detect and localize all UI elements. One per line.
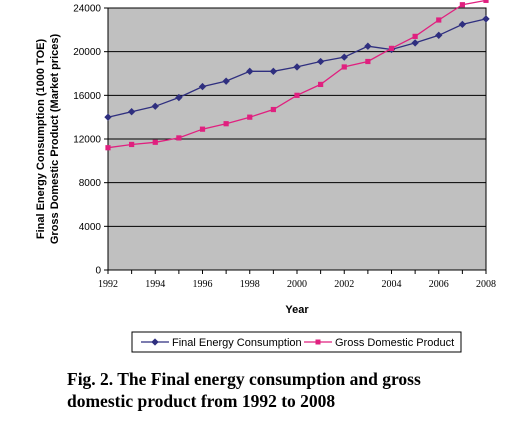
- data-point-diamond: [246, 67, 254, 75]
- y-axis-label-line-1: Final Energy Consumption (1000 TOE): [35, 39, 47, 240]
- data-point-diamond: [104, 113, 112, 121]
- x-axis-label: Year: [285, 304, 309, 316]
- data-point-diamond: [293, 63, 301, 71]
- legend-label-final-energy: Final Energy Consumption: [172, 337, 302, 349]
- legend-label-gdp: Gross Domestic Product: [335, 337, 454, 349]
- data-point-diamond: [222, 77, 230, 85]
- caption-line-1: Fig. 2. The Final energy consumption and…: [67, 369, 421, 389]
- data-point-diamond: [198, 82, 207, 91]
- x-tick-label: 2002: [334, 279, 354, 290]
- data-point-diamond: [269, 67, 278, 75]
- x-tick-label: 1994: [145, 279, 165, 290]
- data-point-diamond: [127, 108, 136, 116]
- y-axis-ticks: 0 4000 8000 12000 16000 20000 24000: [73, 4, 108, 277]
- data-point-diamond: [340, 53, 348, 61]
- data-point-square: [365, 58, 371, 65]
- data-point-square: [223, 121, 229, 127]
- y-tick-label: 0: [95, 266, 101, 277]
- data-point-square: [152, 139, 158, 145]
- data-point-square: [270, 106, 276, 113]
- y-axis-label-line-2: Gross Domestic Product (Market prices): [49, 34, 61, 245]
- x-tick-label: 2004: [382, 279, 402, 290]
- x-tick-label: 1996: [193, 279, 213, 290]
- data-point-square: [341, 64, 347, 70]
- x-tick-label: 2006: [429, 279, 449, 290]
- data-point-square: [105, 145, 111, 151]
- data-point-square: [247, 114, 253, 120]
- x-tick-label: 1998: [240, 279, 260, 290]
- x-tick-label: 1992: [98, 279, 118, 290]
- y-tick-label: 24000: [73, 4, 101, 15]
- y-tick-label: 4000: [79, 222, 102, 233]
- data-point-diamond: [411, 39, 419, 47]
- data-point-diamond: [482, 15, 490, 23]
- data-point-square: [459, 2, 465, 8]
- data-point-diamond: [175, 93, 183, 102]
- y-tick-label: 8000: [79, 178, 102, 189]
- legend-marker-square: [315, 339, 321, 345]
- data-point-square: [483, 0, 489, 3]
- legend-marker-diamond: [151, 338, 159, 346]
- x-tick-label: 2000: [287, 279, 307, 290]
- data-point-square: [129, 141, 135, 148]
- data-point-square: [436, 17, 442, 23]
- y-tick-label: 20000: [73, 47, 101, 58]
- y-tick-label: 16000: [73, 91, 101, 102]
- figure-caption: Fig. 2. The Final energy consumption and…: [67, 368, 507, 412]
- data-point-square: [388, 45, 395, 51]
- x-tick-label: 2008: [476, 279, 496, 290]
- data-point-diamond: [316, 57, 325, 66]
- data-point-square: [318, 81, 324, 88]
- series-lines: [104, 0, 490, 151]
- data-point-diamond: [435, 31, 443, 39]
- data-point-square: [412, 33, 418, 39]
- legend-item-final-energy: Final Energy Consumption: [141, 337, 302, 349]
- data-point-square: [199, 126, 206, 132]
- data-point-diamond: [151, 102, 159, 110]
- x-axis-ticks: 1992 1994 1996 1998 2000 2002 2004 2006 2008: [98, 270, 496, 290]
- data-point-square: [176, 135, 182, 141]
- data-point-square: [294, 92, 300, 98]
- legend-item-gdp: Gross Domestic Product: [304, 337, 454, 349]
- y-tick-label: 12000: [73, 135, 101, 146]
- caption-line-2: domestic product from 1992 to 2008: [67, 391, 336, 411]
- legend-box: [131, 331, 462, 353]
- data-point-diamond: [458, 20, 467, 29]
- data-point-diamond: [364, 42, 372, 50]
